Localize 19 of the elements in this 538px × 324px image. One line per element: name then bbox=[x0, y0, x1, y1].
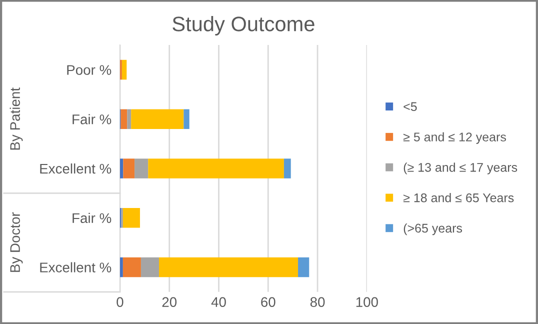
y-tick-label: Excellent % bbox=[40, 262, 112, 272]
y-tick-label: Excellent % bbox=[40, 163, 112, 174]
y-tick-label: Fair % bbox=[72, 114, 112, 124]
legend-label: (≥ 13 and ≤ 17 years bbox=[404, 162, 518, 174]
x-tick-label: 100 bbox=[356, 297, 378, 307]
x-tick-label: 0 bbox=[116, 297, 124, 307]
x-tick-label: 60 bbox=[261, 297, 276, 307]
text: By Doctor bbox=[10, 212, 23, 272]
legend-label: <5 bbox=[404, 102, 417, 112]
y-tick-label: Poor % bbox=[67, 65, 112, 75]
text: By Patient bbox=[10, 88, 23, 150]
legend-label: (>65 years bbox=[404, 223, 462, 236]
x-tick-label: 20 bbox=[162, 297, 177, 307]
legend-label: ≥ 18 and ≤ 65 Years bbox=[403, 193, 514, 202]
chart-title: Study Outcome bbox=[172, 16, 314, 36]
x-tick-label: 40 bbox=[211, 297, 226, 307]
legend-label: ≥ 5 and ≤ 12 years bbox=[403, 132, 506, 144]
y-tick-label: Fair % bbox=[72, 212, 112, 224]
x-tick-label: 80 bbox=[310, 297, 325, 307]
